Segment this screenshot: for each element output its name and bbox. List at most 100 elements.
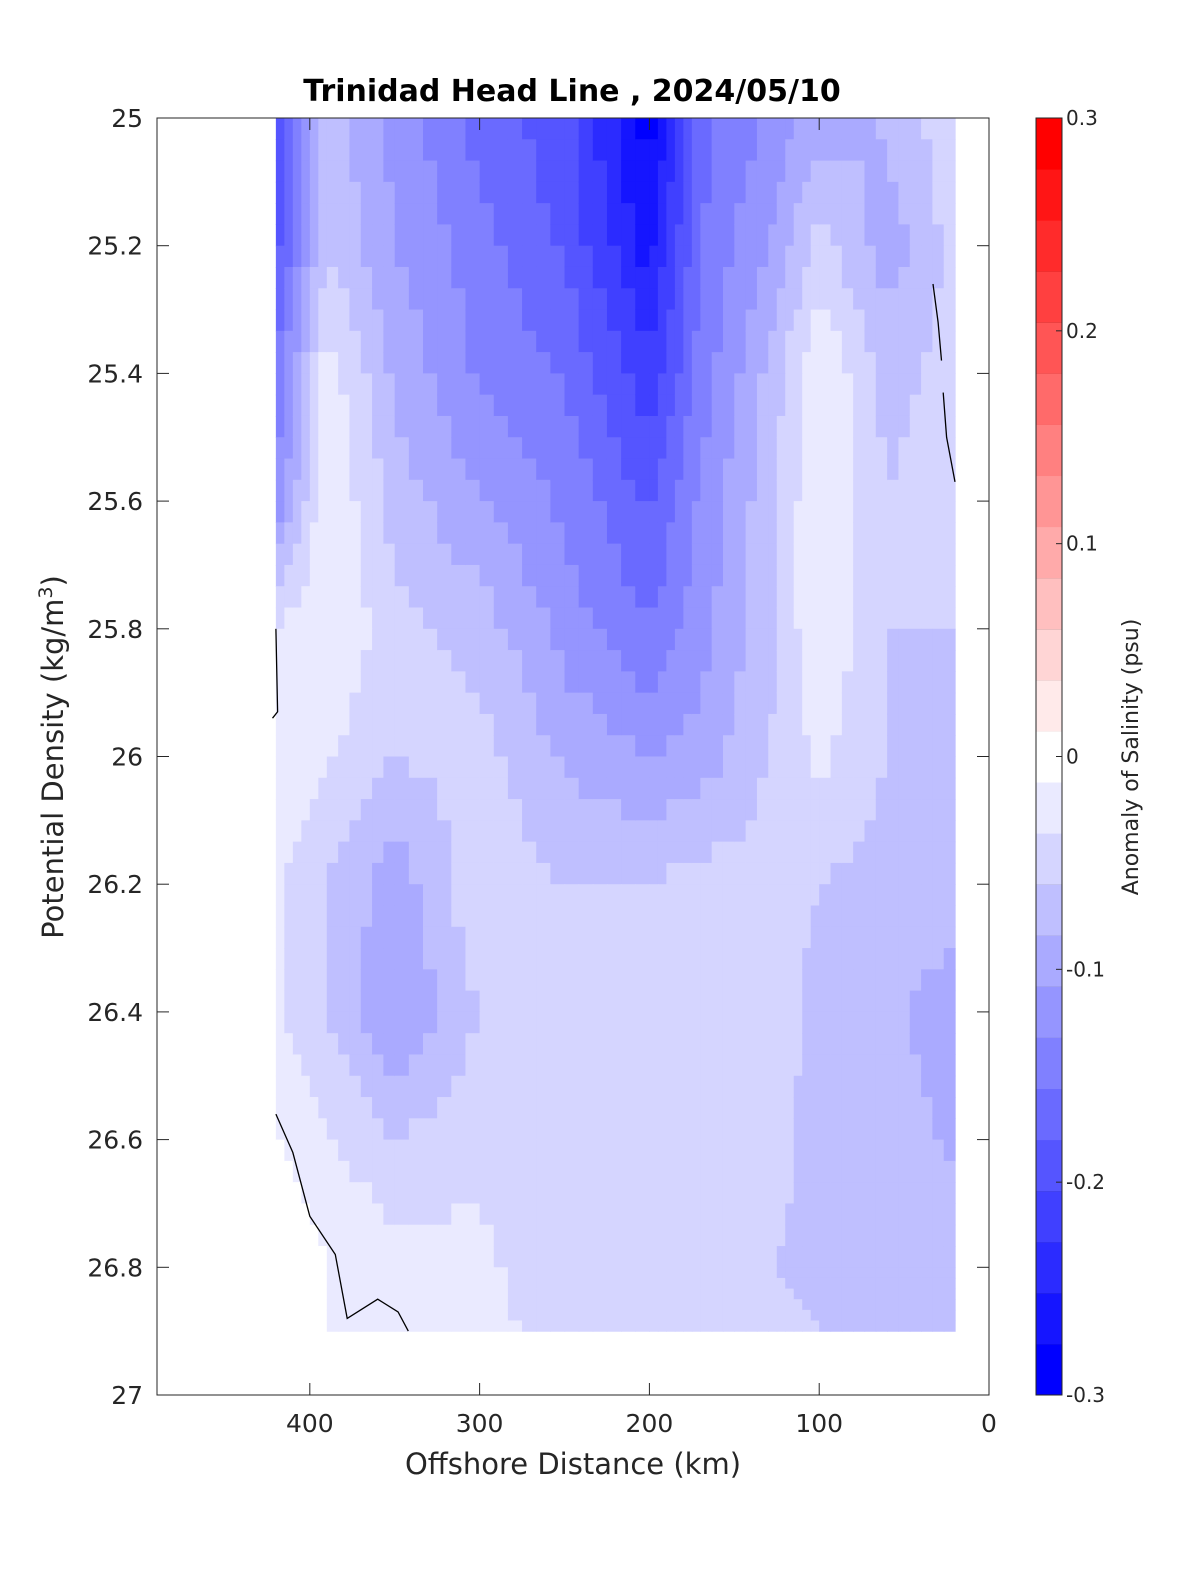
- heatmap-cell: [776, 394, 786, 417]
- heatmap-cell: [875, 948, 888, 970]
- heatmap-cell: [921, 1160, 933, 1183]
- heatmap-cell: [326, 394, 339, 417]
- heatmap-cell: [793, 1182, 803, 1205]
- heatmap-cell: [326, 628, 339, 651]
- heatmap-cell: [683, 330, 693, 353]
- heatmap-cell: [621, 1203, 636, 1226]
- heatmap-cell: [360, 671, 373, 694]
- heatmap-cell: [802, 118, 812, 140]
- heatmap-cell: [349, 926, 362, 949]
- heatmap-cell: [318, 266, 328, 289]
- heatmap-cell: [887, 352, 900, 374]
- heatmap-cell: [408, 905, 424, 928]
- heatmap-cell: [479, 628, 495, 651]
- heatmap-cell: [898, 1097, 911, 1119]
- heatmap-cell: [674, 266, 684, 289]
- heatmap-cell: [802, 969, 812, 992]
- heatmap-cell: [275, 118, 285, 140]
- heatmap-cell: [507, 245, 523, 268]
- heatmap-cell: [564, 884, 580, 907]
- heatmap-cell: [578, 756, 594, 779]
- heatmap-cell: [810, 160, 820, 183]
- heatmap-cell: [649, 181, 659, 204]
- heatmap-cell: [408, 479, 424, 502]
- heatmap-cell: [932, 1054, 945, 1077]
- heatmap-cell: [898, 1160, 911, 1183]
- heatmap-cell: [921, 1011, 933, 1034]
- heatmap-cell: [666, 671, 676, 694]
- heatmap-cell: [318, 1054, 328, 1077]
- heatmap-cell: [898, 1011, 911, 1034]
- heatmap-cell: [785, 139, 795, 162]
- heatmap-cell: [360, 884, 373, 907]
- heatmap-cell: [666, 266, 676, 289]
- heatmap-cell: [819, 862, 832, 885]
- heatmap-cell: [635, 650, 651, 672]
- heatmap-cell: [776, 309, 786, 332]
- heatmap-cell: [318, 1075, 328, 1098]
- heatmap-cell: [802, 692, 812, 715]
- heatmap-cell: [536, 1182, 551, 1205]
- heatmap-cell: [898, 1267, 911, 1279]
- heatmap-cell: [921, 586, 933, 609]
- heatmap-cell: [383, 352, 396, 374]
- heatmap-cell: [301, 1139, 311, 1162]
- heatmap-cell: [819, 458, 832, 481]
- heatmap-cell: [536, 564, 551, 587]
- heatmap-cell: [802, 1182, 812, 1205]
- heatmap-cell: [621, 650, 636, 672]
- heatmap-cell: [635, 330, 651, 353]
- heatmap-cell: [932, 1277, 945, 1290]
- heatmap-cell: [437, 181, 452, 204]
- heatmap-cell: [898, 692, 911, 715]
- heatmap-cell: [326, 692, 339, 715]
- heatmap-cell: [785, 1160, 795, 1183]
- heatmap-cell: [507, 1182, 523, 1205]
- heatmap-cell: [819, 948, 832, 970]
- heatmap-cell: [507, 1288, 523, 1300]
- heatmap-cell: [700, 181, 713, 204]
- heatmap-cell: [793, 990, 803, 1013]
- heatmap-cell: [479, 735, 495, 758]
- heatmap-cell: [284, 650, 294, 672]
- heatmap-cell: [853, 139, 866, 162]
- heatmap-cell: [292, 862, 302, 885]
- heatmap-cell: [292, 756, 302, 779]
- heatmap-cell: [338, 948, 351, 970]
- heatmap-cell: [394, 1182, 410, 1205]
- heatmap-cell: [909, 266, 922, 289]
- heatmap-cell: [756, 926, 769, 949]
- heatmap-cell: [349, 160, 362, 183]
- heatmap-cell: [275, 415, 285, 438]
- heatmap-cell: [943, 1160, 956, 1183]
- heatmap-cell: [785, 564, 795, 587]
- heatmap-cell: [479, 394, 495, 417]
- heatmap-cell: [785, 288, 795, 311]
- heatmap-cell: [275, 543, 285, 566]
- heatmap-cell: [309, 224, 319, 247]
- heatmap-cell: [408, 160, 424, 183]
- heatmap-cell: [864, 437, 877, 460]
- heatmap-cell: [722, 160, 735, 183]
- heatmap-cell: [810, 266, 820, 289]
- heatmap-cell: [437, 1288, 452, 1300]
- heatmap-cell: [734, 288, 747, 311]
- heatmap-cell: [768, 990, 778, 1013]
- heatmap-cell: [745, 522, 758, 545]
- heatmap-cell: [465, 1182, 481, 1205]
- heatmap-cell: [841, 926, 854, 949]
- heatmap-cell: [301, 181, 311, 204]
- heatmap-cell: [372, 1320, 384, 1332]
- heatmap-cell: [810, 607, 820, 630]
- heatmap-cell: [284, 841, 294, 864]
- heatmap-cell: [683, 841, 693, 864]
- heatmap-cell: [657, 373, 667, 396]
- heatmap-cell: [292, 564, 302, 587]
- heatmap-cell: [326, 1054, 339, 1077]
- heatmap-cell: [592, 437, 608, 460]
- heatmap-cell: [309, 288, 319, 311]
- heatmap-cell: [592, 756, 608, 779]
- heatmap-cell: [793, 1288, 803, 1300]
- heatmap-cell: [465, 139, 481, 162]
- heatmap-cell: [318, 522, 328, 545]
